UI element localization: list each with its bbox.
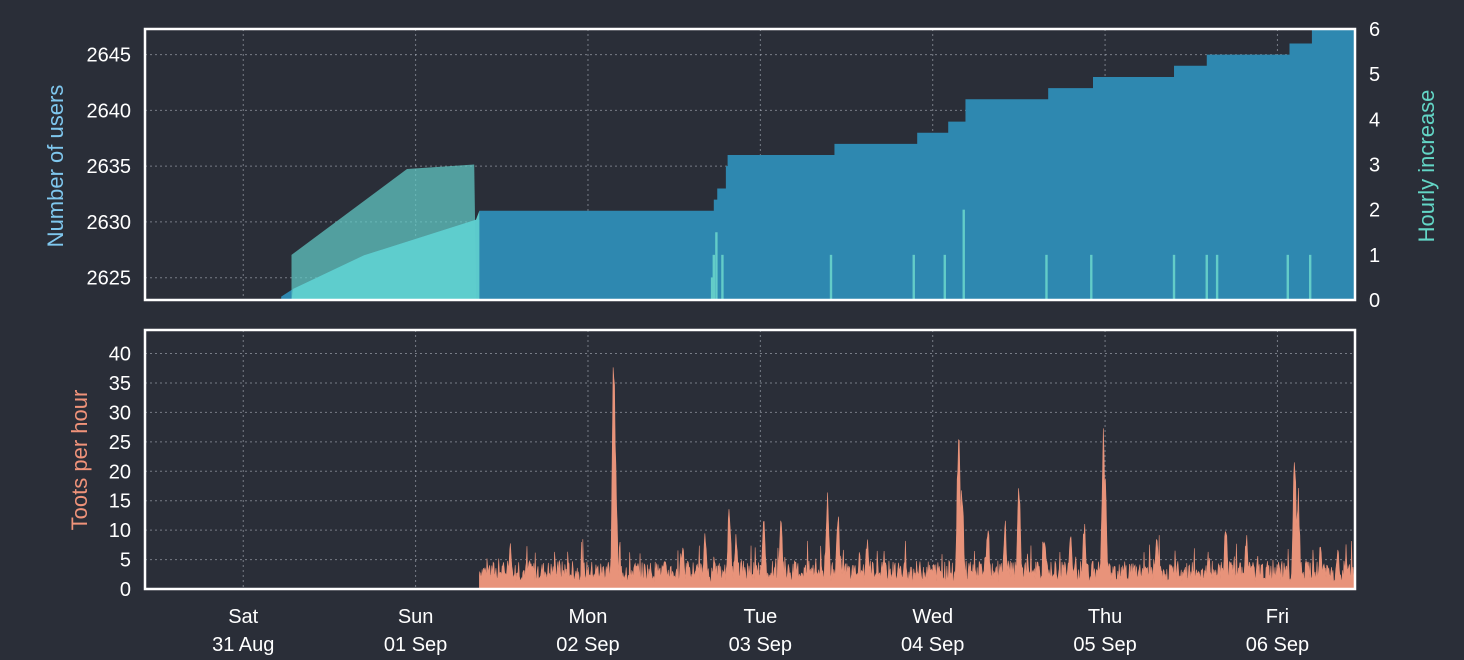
increase-spike <box>829 254 833 300</box>
x-tick-day-label: Fri <box>1266 606 1289 628</box>
users-chart: 2625 2630 2635 2640 2645 0 1 2 3 4 5 6 <box>87 19 1381 312</box>
toots-tick-label: 30 <box>109 402 131 424</box>
increase-spike <box>1045 254 1048 300</box>
x-tick-date-label: 31 Aug <box>212 634 274 656</box>
x-tick-date-label: 03 Sep <box>729 634 792 656</box>
x-tick-day-label: Tue <box>743 606 777 628</box>
toots-axis-label: Toots per hour <box>67 390 92 531</box>
users-tick-label: 2635 <box>87 156 132 178</box>
x-tick-date-label: 05 Sep <box>1073 634 1136 656</box>
users-tick-label: 2645 <box>87 45 132 67</box>
increase-spike <box>1215 254 1219 300</box>
increase-spike <box>962 209 965 300</box>
bottom-plot-frame <box>143 328 1357 591</box>
toots-tick-label: 35 <box>109 373 131 395</box>
increase-spike <box>1090 254 1093 300</box>
toots-tick-label: 10 <box>109 520 131 542</box>
x-tick-date-label: 04 Sep <box>901 634 964 656</box>
users-area <box>281 29 1355 300</box>
increase-tick-label: 4 <box>1369 109 1380 131</box>
increase-spike <box>912 254 915 300</box>
users-tick-label: 2630 <box>87 212 132 234</box>
toots-chart: 0 5 10 15 20 25 30 35 40 Sat 31 Aug Sun 01 Sep Mon 02 … <box>109 328 1357 656</box>
users-tick-label: 2640 <box>87 100 132 122</box>
x-tick-day-label: Sun <box>398 606 434 628</box>
increase-spike <box>715 232 718 300</box>
increase-tick-label: 2 <box>1369 200 1380 222</box>
increase-tick-label: 1 <box>1369 245 1380 267</box>
users-axis-label: Number of users <box>43 85 68 248</box>
toots-tick-label: 0 <box>120 579 131 601</box>
increase-spike <box>1286 254 1289 300</box>
toots-tick-label: 25 <box>109 432 131 454</box>
increase-spike <box>721 254 724 300</box>
toots-tick-label: 5 <box>120 550 131 572</box>
increase-tick-label: 0 <box>1369 290 1380 312</box>
increase-axis-label: Hourly increase <box>1414 90 1439 243</box>
top-plot-frame <box>143 27 1357 302</box>
x-tick-date-label: 02 Sep <box>556 634 619 656</box>
x-tick-day-label: Mon <box>569 606 608 628</box>
increase-spike <box>712 254 716 300</box>
x-tick-day-label: Wed <box>912 606 953 628</box>
x-tick-day-label: Thu <box>1088 606 1122 628</box>
toots-tick-label: 20 <box>109 461 131 483</box>
x-tick-date-label: 06 Sep <box>1246 634 1309 656</box>
increase-spike <box>943 254 946 300</box>
increase-spike <box>1308 254 1312 300</box>
increase-tick-label: 3 <box>1369 155 1380 177</box>
increase-spike <box>1172 254 1176 300</box>
toots-tick-label: 40 <box>109 344 131 366</box>
toots-tick-label: 15 <box>109 491 131 513</box>
x-tick-date-label: 01 Sep <box>384 634 447 656</box>
increase-tick-label: 6 <box>1369 19 1380 41</box>
increase-spike <box>1205 254 1208 300</box>
increase-tick-label: 5 <box>1369 64 1380 86</box>
users-tick-label: 2625 <box>87 268 132 290</box>
increase-overlap-area <box>291 210 480 300</box>
toots-area <box>479 367 1356 590</box>
x-tick-day-label: Sat <box>228 606 258 628</box>
increase-spike <box>710 277 714 300</box>
